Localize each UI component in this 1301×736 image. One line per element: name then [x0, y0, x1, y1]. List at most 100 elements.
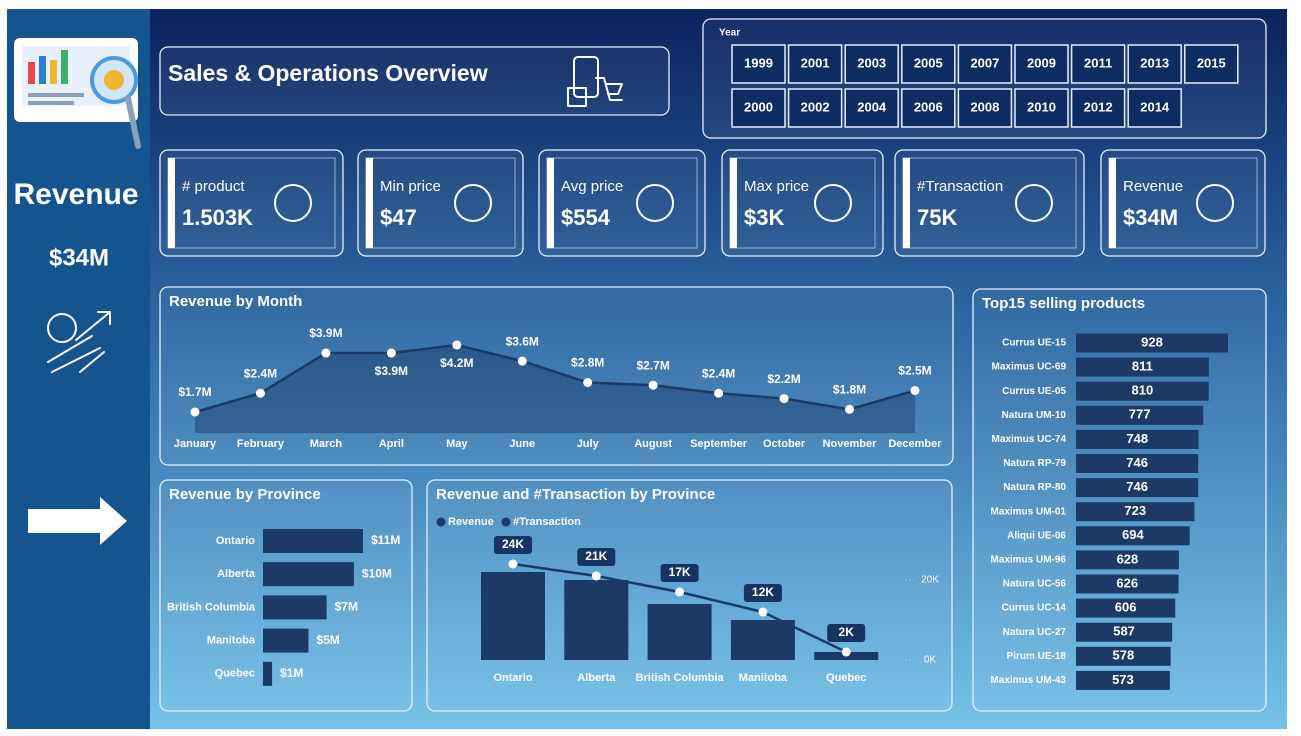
year-button[interactable] — [787, 44, 843, 84]
sidebar-title: Revenue — [13, 178, 138, 211]
cart-icon — [567, 56, 623, 107]
data-label: $3.6M — [506, 334, 539, 348]
kpi-stripe — [903, 158, 910, 248]
bar — [1076, 454, 1199, 473]
year-button[interactable] — [1127, 44, 1182, 84]
bar — [263, 661, 273, 686]
data-label: $11M — [371, 533, 400, 547]
kpi-card — [538, 149, 706, 257]
y-tick-label: Currus UE-05 — [1002, 386, 1066, 397]
bar — [1076, 670, 1170, 690]
year-button[interactable] — [1184, 44, 1239, 84]
x-tick-label: April — [379, 438, 404, 450]
slicer-label: Year — [719, 28, 740, 39]
year-button[interactable] — [1070, 44, 1126, 84]
kpi-stripe — [730, 158, 737, 248]
x-tick-label: Alberta — [577, 672, 616, 684]
year-button[interactable] — [957, 44, 1013, 84]
label-box — [577, 548, 616, 566]
kpi-label: Max price — [744, 178, 809, 195]
bar — [1076, 357, 1209, 377]
data-label: $2.8M — [571, 356, 604, 370]
data-label: 723 — [1124, 503, 1146, 518]
sidebar-value: $34M — [49, 244, 109, 271]
x-tick-label: September — [690, 438, 748, 450]
y-tick-label: Quebec — [215, 668, 255, 680]
point — [779, 394, 789, 404]
area — [195, 345, 915, 433]
point — [517, 356, 527, 366]
data-label: 626 — [1116, 575, 1138, 590]
bar — [481, 572, 545, 660]
kpi-stripe — [168, 158, 175, 248]
background — [7, 9, 1287, 729]
point — [714, 388, 724, 398]
legend-swatch — [436, 517, 446, 527]
y-tick-label: Maximus UM-96 — [990, 555, 1066, 566]
kpi-icon — [1015, 184, 1053, 222]
year-button[interactable] — [901, 44, 956, 84]
kpi-icon — [274, 184, 312, 222]
legend-label: #Transaction — [513, 516, 581, 528]
data-label: 777 — [1129, 407, 1151, 422]
header-title: Sales & Operations Overview — [168, 60, 488, 86]
x-tick-label: British Columbia — [636, 672, 725, 684]
kpi-label: # product — [182, 178, 245, 195]
y-tick-label: Natura UC-56 — [1003, 579, 1067, 590]
year-button[interactable] — [1070, 88, 1126, 128]
kpi-stripe — [366, 158, 373, 248]
point — [841, 647, 851, 657]
label-box — [827, 624, 866, 642]
kpi-value: $34M — [1123, 205, 1178, 230]
bar — [1076, 478, 1199, 498]
y-tick-label: Maximus UC-74 — [992, 434, 1067, 445]
year-label: 2008 — [970, 99, 999, 114]
y-tick-label: Maximus UM-01 — [990, 506, 1066, 517]
kpi-card — [721, 149, 884, 257]
bar — [263, 562, 354, 587]
data-label: 811 — [1132, 359, 1153, 374]
chart-title: Revenue by Month — [169, 293, 302, 310]
data-label: 694 — [1122, 527, 1144, 542]
year-button[interactable] — [1014, 88, 1069, 128]
kpi-label: Avg price — [561, 178, 623, 195]
x-tick-label: January — [174, 438, 217, 450]
y-tick-label: Natura UM-10 — [1002, 410, 1067, 421]
year-button[interactable] — [844, 88, 899, 128]
year-button[interactable] — [901, 88, 956, 128]
year-button[interactable] — [1014, 44, 1069, 84]
point — [675, 587, 685, 597]
data-label: $2.5M — [898, 364, 931, 378]
chart-title: Revenue and #Transaction by Province — [436, 486, 715, 503]
year-button[interactable] — [787, 88, 843, 128]
data-label: 12K — [752, 585, 774, 599]
year-button[interactable] — [957, 88, 1013, 128]
kpi-value: 1.503K — [182, 205, 253, 230]
kpi-label: Min price — [380, 178, 441, 195]
y-tick-label: Pirum UE-18 — [1007, 651, 1067, 662]
bar — [263, 595, 327, 620]
data-label: 17K — [669, 565, 691, 579]
point — [255, 388, 265, 398]
line — [194, 343, 916, 414]
y-tick-label: Maximus UM-43 — [990, 675, 1066, 686]
year-label: 2004 — [857, 99, 887, 114]
year-label: 2007 — [970, 55, 999, 70]
year-button[interactable] — [731, 88, 786, 128]
data-label: $3.9M — [375, 364, 408, 378]
data-label: 573 — [1112, 672, 1134, 687]
x-tick-label: July — [577, 438, 600, 450]
bar — [730, 620, 795, 660]
year-button[interactable] — [844, 44, 899, 84]
x-tick-label: June — [509, 438, 535, 450]
year-button[interactable] — [731, 44, 786, 84]
year-label: 2014 — [1140, 99, 1170, 114]
x-tick-label: November — [823, 438, 878, 450]
sidebar-icon — [14, 38, 141, 149]
year-button[interactable] — [1127, 88, 1182, 128]
year-label: 2001 — [801, 55, 830, 70]
kpi-value: $554 — [561, 205, 611, 230]
y-tick-label: Natura RP-79 — [1003, 458, 1066, 469]
